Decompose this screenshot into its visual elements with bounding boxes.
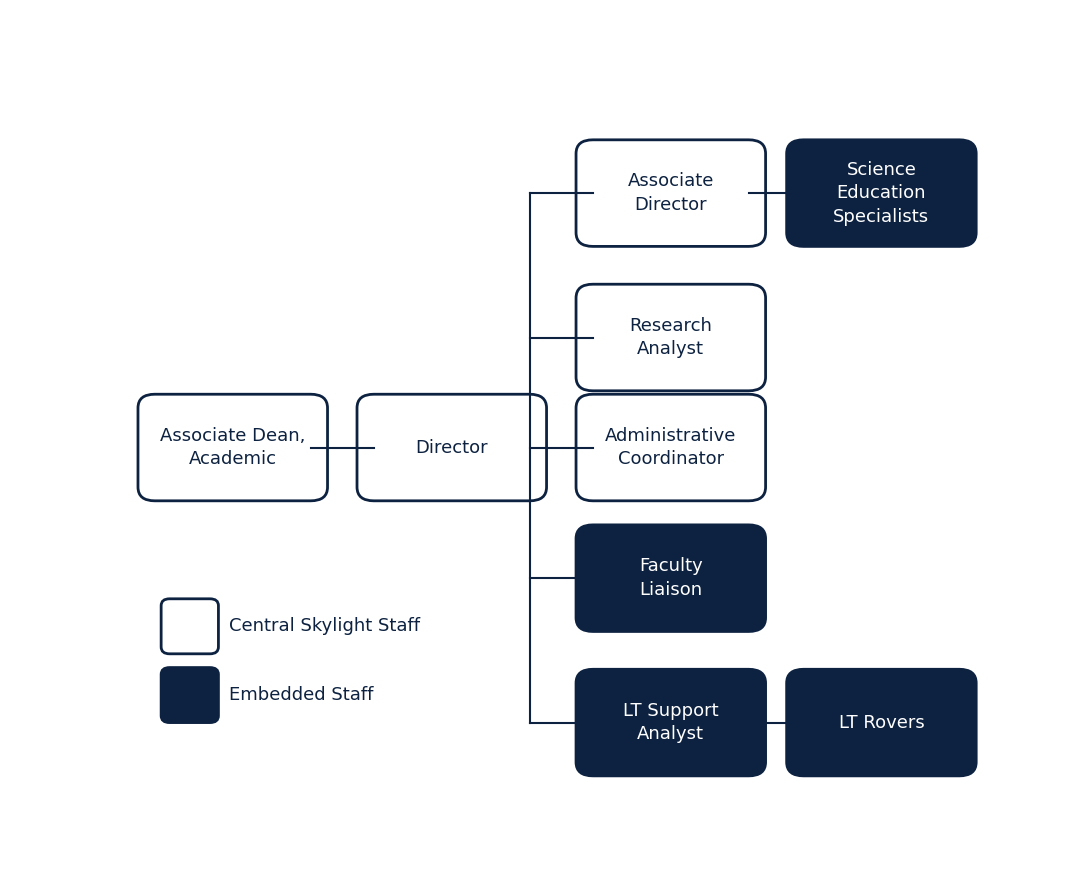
FancyBboxPatch shape <box>161 668 218 722</box>
Text: Associate
Director: Associate Director <box>627 172 714 214</box>
Text: Associate Dean,
Academic: Associate Dean, Academic <box>160 427 305 468</box>
FancyBboxPatch shape <box>576 140 765 246</box>
Text: LT Support
Analyst: LT Support Analyst <box>623 702 719 743</box>
Text: Research
Analyst: Research Analyst <box>629 317 712 358</box>
Text: Central Skylight Staff: Central Skylight Staff <box>228 617 420 635</box>
FancyBboxPatch shape <box>576 394 765 501</box>
FancyBboxPatch shape <box>138 394 327 501</box>
Text: Administrative
Coordinator: Administrative Coordinator <box>605 427 737 468</box>
Text: LT Rovers: LT Rovers <box>838 714 924 731</box>
FancyBboxPatch shape <box>161 599 218 654</box>
FancyBboxPatch shape <box>576 284 765 391</box>
FancyBboxPatch shape <box>576 525 765 631</box>
FancyBboxPatch shape <box>357 394 547 501</box>
FancyBboxPatch shape <box>787 669 976 776</box>
Text: Faculty
Liaison: Faculty Liaison <box>639 557 702 599</box>
FancyBboxPatch shape <box>787 140 976 246</box>
FancyBboxPatch shape <box>576 669 765 776</box>
Text: Embedded Staff: Embedded Staff <box>228 686 373 704</box>
Text: Science
Education
Specialists: Science Education Specialists <box>834 161 929 226</box>
Text: Director: Director <box>415 438 488 456</box>
